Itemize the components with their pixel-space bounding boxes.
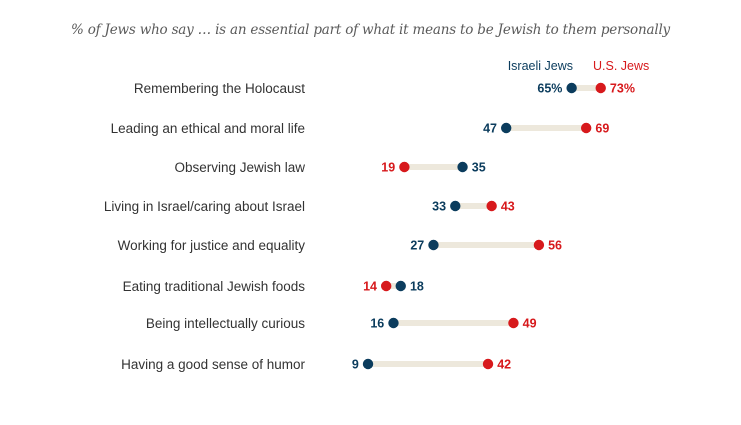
value-label-us: 56 — [548, 239, 562, 253]
chart-row: Living in Israel/caring about Israel 33 43 — [104, 199, 515, 214]
category-label: Remembering the Holocaust — [134, 81, 305, 96]
dot-israeli — [388, 317, 399, 329]
dot-us — [486, 200, 497, 212]
chart-row: Leading an ethical and moral life 47 69 — [111, 121, 610, 136]
category-label: Leading an ethical and moral life — [111, 121, 305, 136]
value-label-israeli: 65% — [537, 82, 562, 96]
dot-us — [381, 280, 392, 292]
legend-israeli-jews: Israeli Jews — [508, 59, 573, 73]
dot-us — [595, 82, 606, 94]
dot-us — [508, 317, 519, 329]
legend: Israeli Jews U.S. Jews — [508, 59, 650, 73]
chart-row: Remembering the Holocaust 65% 73% — [134, 81, 635, 96]
chart-title: % of Jews who say … is an essential part… — [71, 22, 670, 38]
dot-us — [533, 239, 545, 251]
chart-rows: Remembering the Holocaust 65% 73% Leading a… — [104, 81, 635, 372]
value-label-us: 14 — [363, 280, 377, 294]
dot-israeli — [395, 280, 406, 292]
value-label-us: 69 — [595, 122, 609, 136]
value-label-israeli: 18 — [410, 280, 424, 294]
value-label-israeli: 9 — [352, 358, 359, 372]
value-label-us: 43 — [501, 200, 515, 214]
dot-israeli — [500, 122, 512, 134]
chart-row: Eating traditional Jewish foods 18 14 — [123, 279, 424, 294]
chart-row: Being intellectually curious 16 49 — [146, 316, 537, 331]
value-label-us: 73% — [610, 82, 635, 96]
category-label: Being intellectually curious — [146, 316, 305, 331]
dot-israeli — [428, 239, 439, 251]
legend-us-jews: U.S. Jews — [593, 59, 649, 73]
chart-row: Working for justice and equality 27 56 — [118, 238, 562, 253]
chart-row: Observing Jewish law 35 19 — [174, 160, 485, 175]
category-label: Working for justice and equality — [118, 238, 306, 253]
category-label: Observing Jewish law — [174, 160, 305, 175]
value-label-us: 42 — [497, 358, 511, 372]
value-label-us: 49 — [523, 317, 537, 331]
value-label-us: 19 — [381, 161, 395, 175]
category-label: Having a good sense of humor — [121, 357, 305, 372]
dot-israeli — [450, 200, 461, 212]
value-label-israeli: 47 — [483, 122, 497, 136]
dot-israeli — [566, 82, 577, 94]
category-label: Eating traditional Jewish foods — [123, 279, 306, 294]
dot-israeli — [362, 358, 374, 370]
category-label: Living in Israel/caring about Israel — [104, 199, 305, 214]
dot-us — [580, 122, 592, 134]
value-label-israeli: 35 — [472, 161, 486, 175]
dot-israeli — [457, 161, 468, 173]
value-label-israeli: 27 — [410, 239, 424, 253]
value-label-israeli: 33 — [432, 200, 446, 214]
dot-us — [482, 358, 494, 370]
value-label-israeli: 16 — [370, 317, 384, 331]
chart-row: Having a good sense of humor 9 42 — [121, 357, 511, 372]
dot-us — [399, 161, 410, 173]
